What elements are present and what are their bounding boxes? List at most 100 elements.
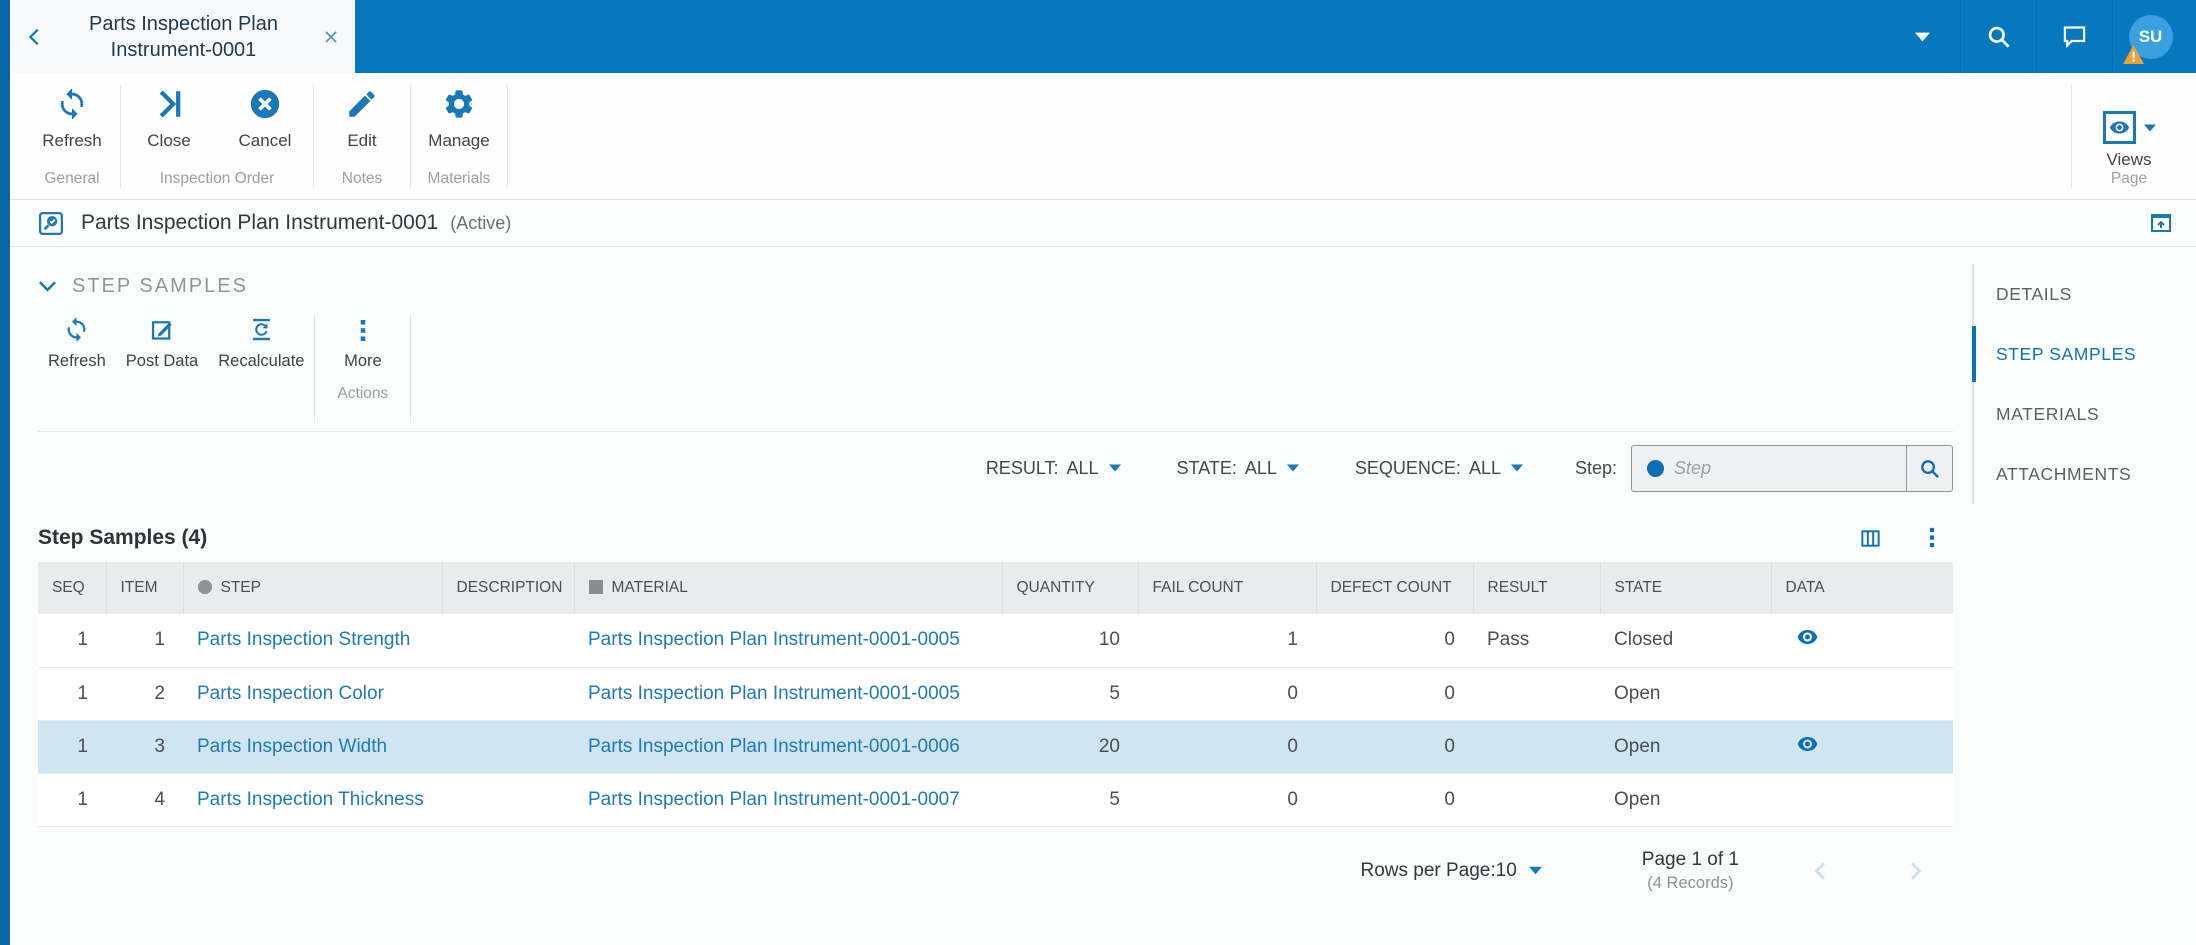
sidebar-item[interactable]: MATERIALS bbox=[1972, 384, 2196, 444]
group-label-page: Page bbox=[2110, 170, 2148, 187]
cell-step: Parts Inspection Color bbox=[183, 667, 442, 721]
material-link[interactable]: Parts Inspection Plan Instrument-0001-00… bbox=[588, 735, 960, 757]
next-page-button[interactable] bbox=[1903, 858, 1927, 884]
back-chevron-icon[interactable] bbox=[24, 26, 46, 48]
col-fail-count[interactable]: FAIL COUNT bbox=[1138, 562, 1317, 614]
step-search-input[interactable] bbox=[1664, 457, 1906, 479]
cell-material: Parts Inspection Plan Instrument-0001-00… bbox=[574, 614, 1002, 668]
chevron-down-icon bbox=[1510, 464, 1523, 472]
step-link[interactable]: Parts Inspection Thickness bbox=[197, 788, 424, 810]
open-in-window-icon[interactable] bbox=[2148, 211, 2174, 235]
step-type-icon bbox=[197, 580, 212, 594]
table-row[interactable]: 1 2 Parts Inspection Color Parts Inspect… bbox=[38, 667, 1953, 721]
filter-value: ALL bbox=[1468, 457, 1501, 478]
chevron-down-icon bbox=[1108, 464, 1121, 472]
chevron-down-icon bbox=[1528, 866, 1542, 875]
cell-fail-count: 0 bbox=[1138, 773, 1316, 827]
sidebar-item[interactable]: STEP SAMPLES bbox=[1972, 324, 2196, 384]
col-description[interactable]: DESCRIPTION bbox=[442, 562, 575, 614]
col-defect-count[interactable]: DEFECT COUNT bbox=[1316, 562, 1474, 614]
cell-defect-count: 0 bbox=[1316, 773, 1473, 827]
collapse-section-chevron-icon[interactable] bbox=[38, 280, 57, 293]
view-data-button[interactable] bbox=[1785, 736, 1818, 752]
table-menu-icon[interactable] bbox=[1921, 526, 1943, 550]
view-data-button[interactable] bbox=[1785, 629, 1818, 645]
filter-dropdown[interactable]: STATE: ALL bbox=[1177, 458, 1299, 479]
material-link[interactable]: Parts Inspection Plan Instrument-0001-00… bbox=[588, 682, 960, 704]
col-item[interactable]: ITEM bbox=[106, 562, 184, 614]
cell-quantity: 20 bbox=[1002, 720, 1138, 774]
cell-description bbox=[442, 614, 574, 668]
table-header-row: SEQ ITEM STEP DESCRIPTION MATERIAL QUANT… bbox=[38, 562, 1953, 614]
cell-state: Open bbox=[1600, 667, 1771, 721]
tab-close-icon[interactable] bbox=[321, 27, 341, 47]
col-step[interactable]: STEP bbox=[183, 562, 443, 614]
group-label-inspection-order: Inspection Order bbox=[159, 170, 275, 187]
step-link[interactable]: Parts Inspection Strength bbox=[197, 629, 411, 651]
post-data-button[interactable]: Post Data bbox=[116, 310, 208, 431]
page-nav-sidebar: DETAILS STEP SAMPLES MATERIALS ATTACHMEN… bbox=[1972, 248, 2196, 945]
col-state[interactable]: STATE bbox=[1600, 562, 1772, 614]
cell-state: Closed bbox=[1600, 614, 1771, 668]
filter-label: SEQUENCE: bbox=[1354, 457, 1461, 478]
prev-page-button[interactable] bbox=[1809, 858, 1833, 884]
table-row[interactable]: 1 1 Parts Inspection Strength Parts Insp… bbox=[38, 614, 1953, 668]
step-search-button[interactable] bbox=[1906, 445, 1952, 491]
cell-result: Pass bbox=[1473, 614, 1600, 668]
document-tab[interactable]: Parts Inspection Plan Instrument-0001 bbox=[10, 0, 355, 73]
close-button[interactable]: Close bbox=[121, 87, 217, 151]
cell-result bbox=[1473, 773, 1600, 827]
cell-description bbox=[442, 720, 574, 774]
col-quantity[interactable]: QUANTITY bbox=[1002, 562, 1139, 614]
eye-icon bbox=[1797, 630, 1818, 645]
sidebar-item[interactable]: ATTACHMENTS bbox=[1972, 444, 2196, 504]
filter-dropdown[interactable]: SEQUENCE: ALL bbox=[1355, 458, 1523, 479]
col-result[interactable]: RESULT bbox=[1473, 562, 1601, 614]
more-button[interactable]: More bbox=[344, 314, 382, 371]
status-badge: (Active) bbox=[450, 212, 512, 233]
recalculate-button[interactable]: Recalculate bbox=[208, 310, 314, 431]
material-link[interactable]: Parts Inspection Plan Instrument-0001-00… bbox=[588, 629, 960, 651]
col-seq[interactable]: SEQ bbox=[38, 562, 107, 614]
table-row[interactable]: 1 3 Parts Inspection Width Parts Inspect… bbox=[38, 720, 1953, 774]
cell-seq: 1 bbox=[38, 773, 106, 827]
cell-data bbox=[1771, 614, 1953, 668]
group-label-general: General bbox=[44, 170, 100, 187]
refresh-button[interactable]: Refresh bbox=[24, 87, 120, 151]
cell-state: Open bbox=[1600, 720, 1771, 774]
cell-item: 4 bbox=[106, 773, 183, 827]
views-button[interactable]: Views Page bbox=[2072, 73, 2186, 199]
gear-icon bbox=[445, 90, 473, 118]
step-link[interactable]: Parts Inspection Color bbox=[197, 682, 384, 704]
chat-icon[interactable] bbox=[2036, 0, 2112, 73]
section-actions-toolbar: Refresh Post Data Recalculate More Actio… bbox=[38, 310, 1953, 432]
manage-button[interactable]: Manage bbox=[411, 87, 507, 151]
post-data-icon bbox=[151, 321, 172, 340]
cancel-button[interactable]: Cancel bbox=[217, 87, 313, 151]
material-type-icon bbox=[588, 580, 603, 594]
eye-icon bbox=[1797, 736, 1818, 751]
cell-defect-count: 0 bbox=[1316, 667, 1473, 721]
search-icon[interactable] bbox=[1960, 0, 2036, 73]
cell-item: 3 bbox=[106, 720, 183, 774]
user-avatar[interactable]: SU bbox=[2112, 0, 2188, 73]
quick-menu-caret-icon[interactable] bbox=[1884, 0, 1960, 73]
col-material[interactable]: MATERIAL bbox=[574, 562, 1003, 614]
col-data[interactable]: DATA bbox=[1771, 562, 1953, 614]
cell-state: Open bbox=[1600, 773, 1771, 827]
sidebar-item-label: STEP SAMPLES bbox=[1996, 343, 2137, 364]
filter-value: ALL bbox=[1066, 457, 1099, 478]
cell-defect-count: 0 bbox=[1316, 614, 1473, 668]
edit-button[interactable]: Edit bbox=[314, 87, 410, 151]
step-link[interactable]: Parts Inspection Width bbox=[197, 735, 388, 757]
material-link[interactable]: Parts Inspection Plan Instrument-0001-00… bbox=[588, 788, 960, 810]
step-search-box bbox=[1631, 444, 1953, 492]
table-row[interactable]: 1 4 Parts Inspection Thickness Parts Ins… bbox=[38, 773, 1953, 827]
filter-dropdown[interactable]: RESULT: ALL bbox=[986, 458, 1121, 479]
inspection-plan-icon bbox=[38, 210, 65, 237]
column-settings-icon[interactable] bbox=[1858, 527, 1883, 550]
samples-refresh-button[interactable]: Refresh bbox=[38, 310, 116, 431]
rows-per-page-dropdown[interactable]: Rows per Page: 10 bbox=[1360, 860, 1542, 882]
cell-material: Parts Inspection Plan Instrument-0001-00… bbox=[574, 773, 1002, 827]
sidebar-item[interactable]: DETAILS bbox=[1972, 264, 2196, 324]
